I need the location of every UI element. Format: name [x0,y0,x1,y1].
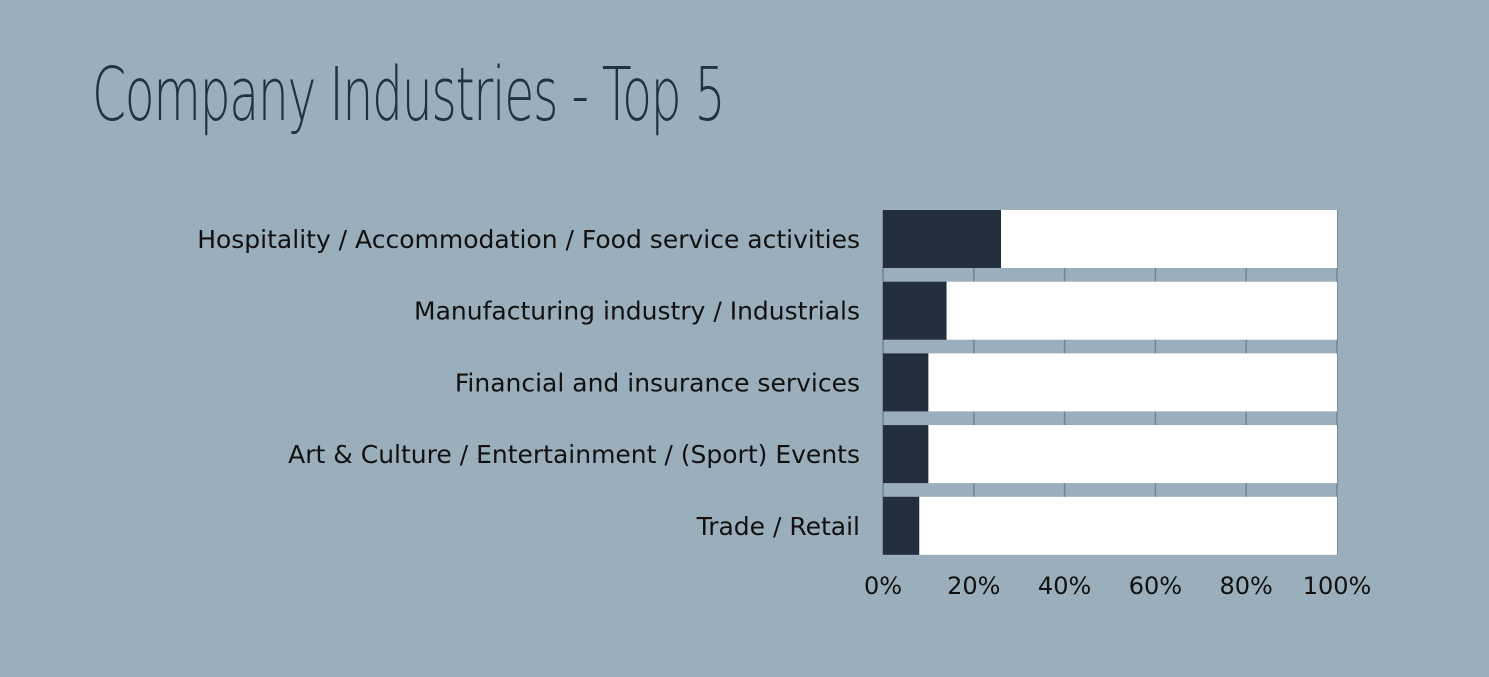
x-tick-label: 0% [864,572,902,600]
bar-remainder [919,496,1337,555]
category-labels: Hospitality / Accommodation / Food servi… [197,225,860,541]
bar-remainder [928,425,1337,484]
x-tick-label: 100% [1303,572,1372,600]
x-tick-label: 80% [1220,572,1273,600]
category-label: Hospitality / Accommodation / Food servi… [197,225,860,254]
x-tick-label: 40% [1038,572,1091,600]
bar-remainder [946,281,1337,340]
bar [883,496,920,555]
category-label: Financial and insurance services [455,368,860,397]
bar-remainder [1001,210,1337,268]
chart-title: Company Industries - Top 5 [92,52,726,138]
x-tick-label: 20% [947,572,1000,600]
category-label: Trade / Retail [696,512,860,541]
x-tick-label: 60% [1129,572,1182,600]
category-label: Manufacturing industry / Industrials [414,297,860,326]
bar [883,353,929,412]
category-label: Art & Culture / Entertainment / (Sport) … [288,440,860,469]
bar-remainder [928,353,1337,412]
bars [883,210,1337,555]
x-tick-labels: 0% 20% 40% 60% 80% 100% [864,572,1371,600]
bar [883,425,929,484]
bar [883,281,947,340]
bar [883,210,1002,268]
